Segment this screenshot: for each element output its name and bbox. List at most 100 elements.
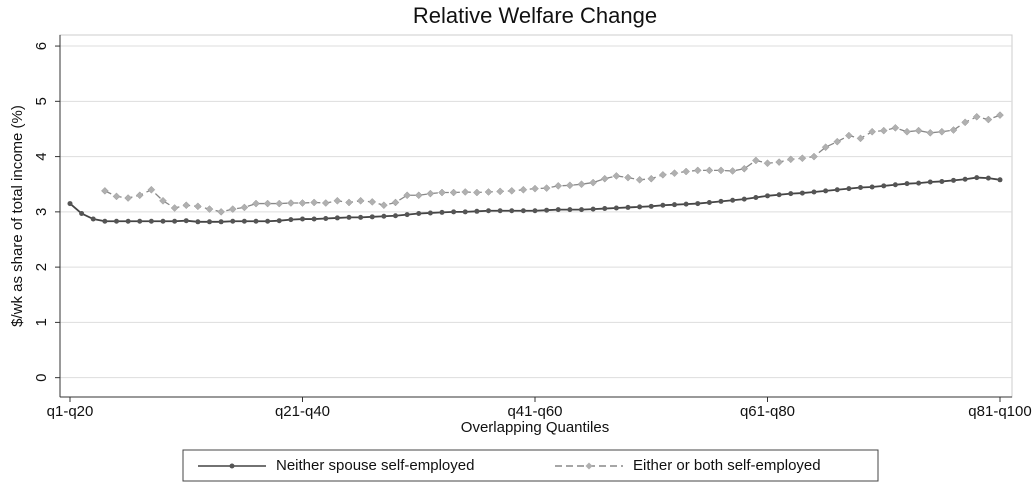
marker (613, 205, 619, 211)
marker (612, 172, 621, 180)
marker (183, 218, 189, 224)
marker (507, 186, 516, 195)
marker (590, 206, 596, 212)
marker (160, 218, 166, 224)
marker (683, 201, 689, 207)
legend-box (182, 449, 879, 482)
marker (869, 184, 875, 190)
legend-label: Either or both self-employed (633, 457, 821, 474)
marker (240, 203, 249, 212)
marker (637, 204, 643, 210)
marker (542, 184, 551, 192)
marker (287, 199, 295, 207)
marker (461, 188, 470, 196)
marker (427, 210, 433, 216)
marker (670, 169, 679, 178)
marker (356, 196, 365, 205)
marker (903, 127, 911, 136)
x-tick-label: q81-q100 (968, 403, 1031, 420)
marker (473, 188, 481, 197)
marker (625, 204, 631, 210)
marker (834, 187, 840, 193)
marker (170, 204, 179, 212)
marker (705, 166, 714, 175)
marker (135, 191, 144, 200)
marker (194, 202, 202, 211)
marker (752, 156, 760, 165)
marker (391, 198, 400, 207)
marker (380, 201, 388, 210)
marker (577, 180, 586, 189)
marker (195, 219, 201, 225)
marker (879, 126, 888, 135)
marker (544, 207, 550, 213)
marker (635, 175, 644, 184)
marker (892, 182, 898, 188)
marker (974, 175, 980, 181)
x-tick-label: q61-q80 (740, 403, 795, 420)
marker (961, 118, 969, 127)
marker (253, 218, 259, 224)
marker (776, 192, 782, 198)
y-tick-label: 4 (33, 152, 50, 160)
marker (579, 207, 584, 213)
marker (207, 219, 212, 225)
y-tick-label: 6 (33, 42, 50, 50)
marker (706, 199, 712, 205)
plot-area (59, 34, 1013, 398)
marker (321, 199, 330, 207)
marker (159, 196, 167, 205)
marker (972, 112, 981, 121)
marker (589, 178, 597, 187)
marker (125, 218, 131, 224)
marker (137, 218, 143, 224)
marker (496, 187, 504, 196)
legend-marker (229, 463, 235, 469)
marker (728, 167, 737, 175)
marker (602, 206, 608, 212)
marker (868, 127, 876, 136)
marker (298, 199, 307, 207)
marker (951, 177, 956, 183)
x-tick-label: q41-q60 (507, 403, 562, 420)
marker (519, 185, 528, 194)
marker (474, 208, 480, 214)
marker (555, 207, 561, 213)
marker (997, 177, 1003, 183)
marker (67, 201, 73, 207)
marker (660, 202, 666, 208)
marker (393, 213, 398, 219)
marker (112, 192, 121, 201)
marker (846, 186, 852, 192)
marker (439, 209, 445, 215)
marker (217, 208, 225, 216)
marker (821, 143, 830, 152)
marker (323, 215, 329, 221)
marker (509, 208, 515, 214)
marker (810, 152, 818, 161)
marker (765, 193, 770, 199)
marker (345, 198, 353, 207)
marker (252, 199, 260, 208)
marker (102, 218, 108, 224)
marker (275, 199, 284, 208)
marker (182, 201, 191, 210)
marker (263, 199, 272, 208)
marker (914, 126, 923, 135)
marker (788, 191, 794, 197)
marker (624, 173, 632, 182)
marker (554, 182, 563, 190)
marker (218, 219, 224, 225)
marker (717, 166, 725, 175)
marker (230, 218, 236, 224)
marker (823, 188, 829, 194)
marker (775, 158, 783, 166)
marker (369, 214, 375, 220)
marker (404, 212, 410, 218)
marker (926, 128, 935, 137)
marker (881, 183, 887, 189)
marker (449, 188, 458, 197)
marker (114, 218, 119, 224)
chart-title: Relative Welfare Change (413, 3, 657, 28)
